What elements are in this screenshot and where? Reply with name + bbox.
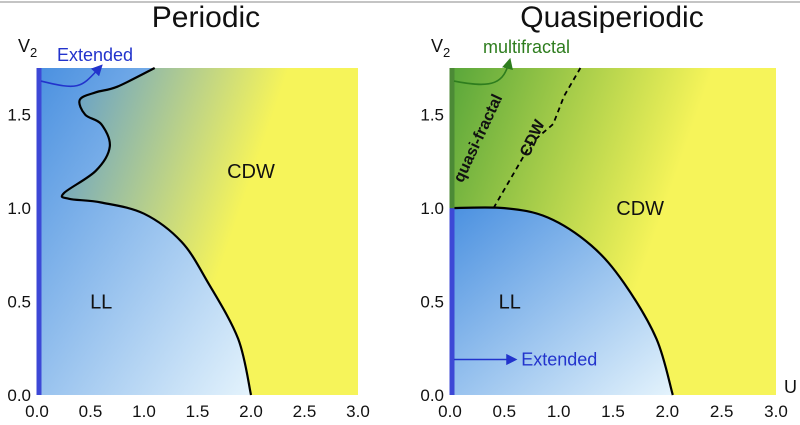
x-ticks-quasiperiodic: 0.0 0.5 1.0 1.5 2.0 2.5 3.0 [438,402,788,421]
y-tick-label: 1.5 [420,106,444,125]
x-tick-label: 3.0 [764,402,788,421]
quasiperiodic-panel: Quasiperiodic 0.0 0.5 1.0 1.5 2.0 2.5 3.0 0.00… [420,1,797,421]
ll-label-quasiperiodic: LL [499,292,521,314]
extended-label-quasiperiodic: Extended [521,349,597,369]
y-tick-label: 1.5 [7,106,31,125]
ll-region-quasiperiodic [450,207,673,395]
periodic-title: Periodic [152,1,260,34]
phase-boundary-quasiperiodic [449,206,674,396]
dashed-boundary-quasiperiodic [492,67,582,209]
x-ticks-periodic: 0.0 0.5 1.0 1.5 2.0 2.5 3.0 [25,402,370,421]
x-tick-label: 2.5 [710,402,734,421]
y-tick-label: 1.0 [7,199,31,218]
x-tick-label: 0.5 [493,402,517,421]
ll-region-periodic [37,68,251,395]
x-tick-label: 2.0 [656,402,680,421]
x-tick-label: 1.5 [186,402,210,421]
quasiperiodic-title: Quasiperiodic [520,1,703,34]
y-ticks-quasiperiodic: 0.0 0.5 1.0 1.5 [420,106,444,405]
y-tick-label: 0.0 [7,386,31,405]
cdw-label-quasiperiodic: CDW [616,198,664,220]
y-tick-label: 1.0 [420,199,444,218]
x-tick-label: 0.0 [25,402,49,421]
multifractal-arrow [453,57,513,86]
y-ticks-periodic: 0.0 0.5 1.0 1.5 [7,106,31,405]
x-axis-label: U [784,377,797,397]
x-tick-label: 1.5 [601,402,625,421]
extended-label-periodic: Extended [57,45,133,65]
cdw-label-periodic: CDW [227,161,275,183]
x-tick-label: 3.0 [346,402,370,421]
y-tick-label: 0.5 [420,293,444,312]
periodic-panel: Periodic 0.0 0.5 1.0 1.5 2.0 2.5 3.0 0.0 0.5 1.0… [7,1,369,421]
extended-arrow-periodic [40,64,103,88]
y-tick-label: 0.5 [7,293,31,312]
phase-boundary-periodic [60,67,253,396]
x-tick-label: 1.0 [132,402,156,421]
x-tick-label: 2.5 [293,402,317,421]
y-axis-label-quasiperiodic: V2 [431,36,450,60]
ll-label-periodic: LL [90,292,112,314]
multifractal-label: multifractal [483,37,570,57]
x-tick-label: 1.0 [547,402,571,421]
x-tick-label: 0.0 [438,402,462,421]
x-tick-label: 2.0 [239,402,263,421]
y-tick-label: 0.0 [420,386,444,405]
y-axis-label-periodic: V2 [18,36,37,60]
x-tick-label: 0.5 [79,402,103,421]
